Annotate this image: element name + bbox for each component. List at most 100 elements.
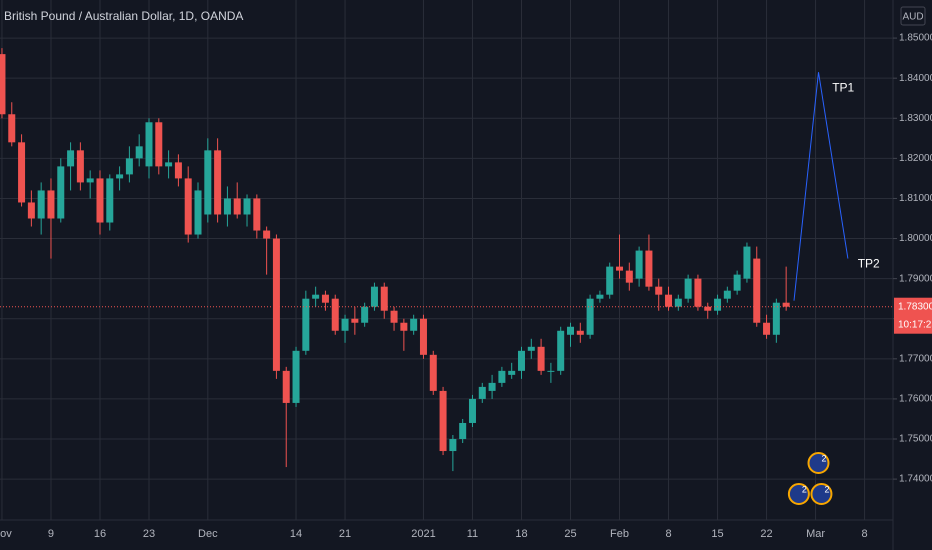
candle-body bbox=[743, 246, 751, 279]
candle-body bbox=[37, 190, 45, 219]
x-tick-label: 18 bbox=[515, 528, 527, 540]
y-tick-label: 1.80000 bbox=[899, 233, 932, 244]
y-tick-label: 1.77000 bbox=[899, 353, 932, 364]
countdown-label: 10:17:25 bbox=[898, 319, 932, 330]
candle-body bbox=[684, 278, 692, 299]
x-tick-label: 14 bbox=[290, 528, 302, 540]
y-tick-label: 1.82000 bbox=[899, 153, 932, 164]
candle-body bbox=[537, 346, 545, 371]
candle-body bbox=[635, 250, 643, 279]
chart-title: British Pound / Australian Dollar, 1D, O… bbox=[4, 9, 243, 23]
y-tick-label: 1.84000 bbox=[899, 73, 932, 84]
event-badge bbox=[807, 452, 830, 474]
candle-body bbox=[331, 298, 339, 331]
candle-body bbox=[694, 278, 702, 307]
y-tick-label: 1.74000 bbox=[899, 474, 932, 485]
candle-body bbox=[596, 294, 604, 299]
candle-body bbox=[86, 178, 94, 183]
candle-body bbox=[508, 370, 516, 375]
candle-body bbox=[586, 298, 594, 335]
candle-body bbox=[567, 326, 575, 335]
candle-body bbox=[674, 298, 682, 307]
x-tick-label: Nov bbox=[0, 528, 12, 540]
trend-drawing bbox=[793, 72, 849, 301]
candle-body bbox=[233, 198, 241, 215]
candle-body bbox=[106, 178, 114, 223]
candle-body bbox=[351, 318, 359, 323]
candle-body bbox=[243, 198, 251, 215]
last-price-label: 1.78300 bbox=[898, 301, 932, 312]
candle-body bbox=[478, 386, 486, 399]
event-count: 2 bbox=[802, 484, 807, 494]
x-tick-label: Mar bbox=[806, 528, 825, 540]
candle-body bbox=[0, 54, 6, 115]
event-badge bbox=[810, 483, 833, 505]
candle-body bbox=[67, 150, 75, 167]
candle-body bbox=[370, 286, 378, 307]
candle-body bbox=[27, 202, 35, 219]
candle-body bbox=[18, 142, 26, 203]
candle-body bbox=[321, 294, 329, 303]
candle-body bbox=[184, 178, 192, 235]
candle-body bbox=[155, 122, 163, 167]
candle-body bbox=[616, 266, 624, 271]
candle-body bbox=[361, 306, 369, 323]
currency: AUD bbox=[902, 12, 923, 23]
candle-body bbox=[400, 322, 408, 331]
x-tick-label: 22 bbox=[760, 528, 772, 540]
candle-body bbox=[410, 318, 418, 331]
candle-body bbox=[419, 318, 427, 355]
x-tick-label: Feb bbox=[610, 528, 629, 540]
candle-body bbox=[194, 190, 202, 235]
candle-body bbox=[223, 198, 231, 215]
candle-body bbox=[263, 230, 271, 239]
candle-body bbox=[125, 158, 133, 175]
candle-body bbox=[782, 302, 790, 307]
candle-body bbox=[253, 198, 261, 231]
candle-body bbox=[449, 439, 457, 452]
candle-body bbox=[645, 250, 653, 287]
candle-body bbox=[753, 258, 761, 323]
y-tick-label: 1.81000 bbox=[899, 193, 932, 204]
candle-body bbox=[714, 298, 722, 311]
candle-body bbox=[429, 354, 437, 391]
candle-body bbox=[704, 306, 712, 311]
candle-body bbox=[272, 238, 280, 371]
x-tick-label: 8 bbox=[665, 528, 671, 540]
candle-body bbox=[527, 346, 535, 351]
candle-body bbox=[174, 162, 182, 179]
candle-body bbox=[625, 270, 633, 283]
candle-body bbox=[459, 422, 467, 440]
x-tick-label: Dec bbox=[198, 528, 218, 540]
candle-body bbox=[135, 146, 143, 159]
candle-body bbox=[547, 370, 555, 372]
event-badge bbox=[787, 483, 810, 505]
candle-body bbox=[282, 370, 290, 403]
event-count: 2 bbox=[824, 484, 829, 494]
candle-body bbox=[733, 274, 741, 291]
candle-body bbox=[145, 122, 153, 167]
candle-body bbox=[341, 318, 349, 331]
candle-body bbox=[772, 302, 780, 335]
candle-body bbox=[380, 286, 388, 311]
candle-body bbox=[76, 150, 84, 183]
candle-body bbox=[665, 294, 673, 307]
candle-body bbox=[47, 190, 55, 219]
candle-body bbox=[57, 166, 65, 219]
candle-body bbox=[204, 150, 212, 215]
candle-body bbox=[576, 330, 584, 335]
x-tick-label: 21 bbox=[339, 528, 351, 540]
candle-body bbox=[439, 390, 447, 452]
candle-body bbox=[655, 286, 663, 295]
candle-body bbox=[606, 266, 614, 295]
last-price-box bbox=[894, 297, 932, 334]
candle-body bbox=[214, 150, 222, 215]
candle-body bbox=[517, 350, 525, 371]
currency-box[interactable] bbox=[900, 6, 926, 26]
y-tick-label: 1.85000 bbox=[899, 33, 932, 44]
candle-body bbox=[498, 370, 506, 383]
candle-body bbox=[165, 162, 173, 167]
candle-body bbox=[96, 178, 104, 223]
